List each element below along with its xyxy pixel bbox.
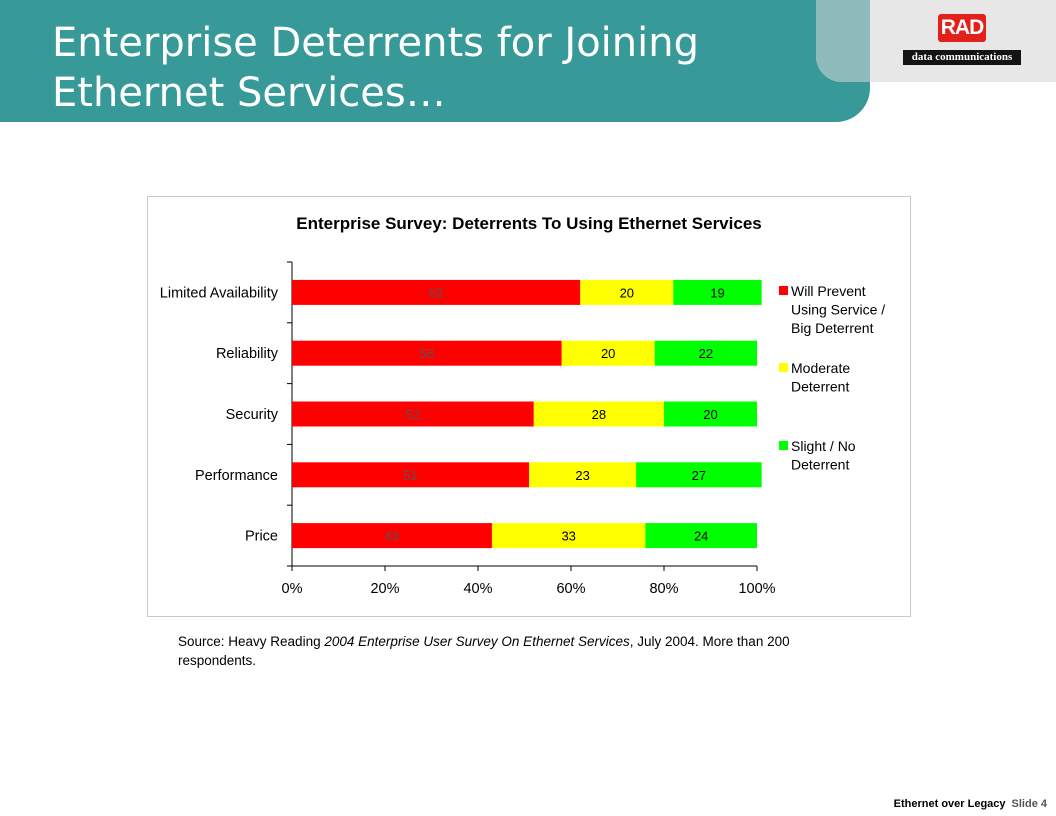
x-tick-label: 40%	[463, 581, 492, 597]
legend-label: Deterrent	[791, 379, 849, 395]
footer-deck-title: Ethernet over Legacy	[893, 798, 1006, 810]
title-band	[0, 0, 870, 122]
stacked-bar-chart: Enterprise Survey: Deterrents To Using E…	[160, 214, 885, 597]
data-label: 22	[699, 346, 713, 361]
source-note: Source: Heavy Reading 2004 Enterprise Us…	[178, 632, 868, 670]
category-label: Security	[226, 407, 279, 423]
legend-label: Moderate	[791, 360, 850, 376]
data-label: 24	[694, 529, 708, 544]
rad-logo-tagline: data communications	[903, 50, 1021, 65]
source-suffix: , July 2004. More than 200 respondents.	[178, 634, 790, 668]
category-label: Limited Availability	[160, 285, 279, 301]
data-label: 20	[703, 407, 717, 422]
bar-segment	[292, 462, 530, 488]
chart-frame: Enterprise Survey: Deterrents To Using E…	[147, 196, 911, 617]
bar-segment	[529, 462, 637, 488]
bar-segment	[654, 340, 757, 366]
data-label: 62	[429, 285, 443, 300]
bar-segment	[561, 340, 655, 366]
bar-segment	[636, 462, 762, 488]
legend-label: Using Service /	[791, 302, 885, 318]
chart-title: Enterprise Survey: Deterrents To Using E…	[296, 214, 761, 233]
data-label: 19	[710, 285, 724, 300]
slide-title: Enterprise Deterrents for Joining Ethern…	[52, 18, 812, 118]
data-label: 20	[620, 285, 634, 300]
data-label: 43	[385, 529, 399, 544]
bar-segment	[664, 401, 757, 427]
slide-title-line-1: Enterprise Deterrents for Joining	[52, 20, 699, 66]
bar-segment	[580, 279, 674, 305]
bar-segment	[292, 401, 534, 427]
legend-label: Deterrent	[791, 457, 849, 473]
source-prefix: Source: Heavy Reading	[178, 634, 325, 649]
x-tick-label: 60%	[556, 581, 585, 597]
data-label: 20	[601, 346, 615, 361]
x-tick-label: 100%	[738, 581, 775, 597]
legend-swatch	[779, 286, 788, 295]
x-tick-label: 80%	[649, 581, 678, 597]
bar-segment	[673, 279, 762, 305]
x-tick-label: 20%	[370, 581, 399, 597]
legend-label: Will Prevent	[791, 283, 866, 299]
data-label: 51	[403, 468, 417, 483]
footer-slide-number: Slide 4	[1011, 798, 1047, 810]
legend-label: Slight / No	[791, 438, 856, 454]
category-label: Performance	[195, 468, 278, 484]
rad-logo: RAD	[938, 14, 986, 42]
data-label: 28	[592, 407, 606, 422]
data-label: 58	[420, 346, 434, 361]
legend-swatch	[779, 441, 788, 450]
bar-segment	[645, 523, 757, 549]
legend-label: Big Deterrent	[791, 320, 874, 336]
x-tick-label: 0%	[282, 581, 303, 597]
logo-area	[816, 0, 1056, 82]
data-label: 23	[575, 468, 589, 483]
category-label: Reliability	[216, 346, 279, 362]
category-label: Price	[245, 529, 278, 545]
data-label: 33	[561, 529, 575, 544]
data-label: 52	[406, 407, 420, 422]
bar-segment	[292, 523, 492, 549]
slide-title-line-2: Ethernet Services…	[52, 70, 446, 116]
bar-segment	[292, 279, 581, 305]
data-label: 27	[692, 468, 706, 483]
footer: Ethernet over Legacy Slide 4	[894, 798, 1047, 810]
bar-segment	[292, 340, 562, 366]
logo-area-tint	[816, 0, 870, 82]
bar-segment	[533, 401, 664, 427]
legend-swatch	[779, 363, 788, 372]
source-publication: 2004 Enterprise User Survey On Ethernet …	[324, 634, 630, 649]
bar-segment	[491, 523, 646, 549]
